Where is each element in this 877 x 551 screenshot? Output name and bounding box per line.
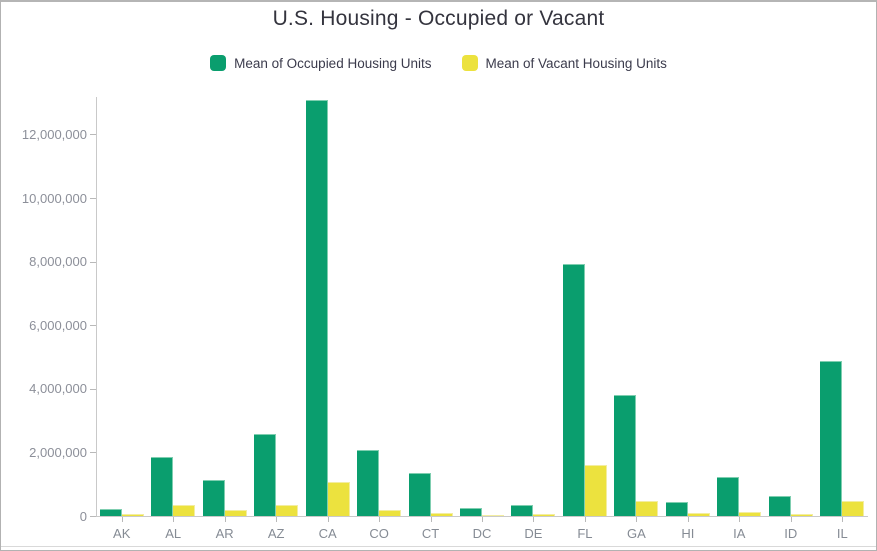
x-axis-tick [173, 516, 175, 522]
x-axis-tick [584, 516, 586, 522]
y-axis-tick [90, 388, 96, 390]
bar-vacant-ak[interactable] [121, 514, 144, 516]
x-axis-tick-label: DE [524, 526, 543, 541]
x-axis-tick-label: IL [836, 526, 848, 541]
x-axis-tick-label: AK [113, 526, 131, 541]
x-axis-tick-label: IA [733, 526, 746, 541]
chart-title: U.S. Housing - Occupied or Vacant [272, 7, 605, 30]
x-axis-tick-label: DC [472, 526, 492, 541]
bar-vacant-de[interactable] [533, 514, 556, 516]
y-axis-tick-label: 10,000,000 [21, 190, 87, 206]
x-axis-tick [533, 516, 535, 522]
bar-vacant-ar[interactable] [224, 510, 247, 516]
x-axis-tick [687, 516, 689, 522]
x-axis-tick-label: CO [369, 526, 389, 541]
x-axis-tick [327, 516, 329, 522]
bottom-divider [1, 546, 876, 547]
y-axis-tick-label: 2,000,000 [29, 444, 87, 460]
x-axis-tick-label: CA [318, 526, 337, 541]
y-axis-tick [90, 325, 96, 327]
bar-occupied-fl[interactable] [562, 264, 585, 516]
bar-occupied-ar[interactable] [202, 480, 225, 516]
bar-occupied-ct[interactable] [408, 473, 431, 516]
bar-vacant-il[interactable] [842, 501, 865, 516]
y-axis-tick [90, 452, 96, 454]
x-axis-tick-label: AL [165, 526, 182, 541]
bar-occupied-id[interactable] [768, 496, 791, 516]
y-axis-tick [90, 516, 96, 517]
bar-vacant-fl[interactable] [584, 465, 607, 516]
bar-vacant-ca[interactable] [327, 482, 350, 516]
x-axis-tick-label: AZ [267, 526, 285, 541]
x-axis-tick [636, 516, 638, 522]
x-axis-tick [790, 516, 792, 522]
x-axis-tick [739, 516, 741, 522]
legend-swatch-icon [461, 55, 478, 71]
bar-occupied-ak[interactable] [99, 509, 122, 516]
bar-occupied-az[interactable] [254, 433, 277, 516]
bar-occupied-co[interactable] [357, 449, 380, 516]
x-axis-line [96, 516, 868, 517]
x-axis-tick [379, 516, 381, 522]
y-axis-tick-label: 8,000,000 [29, 254, 87, 270]
x-axis-tick-label: FL [577, 526, 593, 541]
x-axis-tick [482, 516, 483, 522]
bar-vacant-az[interactable] [276, 504, 299, 516]
y-axis-line [96, 97, 97, 516]
y-axis-tick-label: 4,000,000 [29, 381, 87, 397]
bar-vacant-dc[interactable] [482, 515, 504, 516]
x-axis-tick [224, 516, 226, 522]
x-axis-tick [276, 516, 278, 522]
legend-item-vacant[interactable]: Mean of Vacant Housing Units [461, 55, 667, 71]
x-axis-tick-label: HI [681, 526, 695, 541]
bar-vacant-ia[interactable] [739, 512, 762, 516]
x-axis-tick [842, 516, 844, 522]
bar-occupied-hi[interactable] [665, 502, 688, 516]
legend-swatch-icon [210, 55, 227, 71]
bar-vacant-hi[interactable] [687, 513, 710, 516]
y-axis-tick-label: 12,000,000 [21, 126, 87, 142]
x-axis-tick [121, 516, 123, 522]
y-axis-tick [90, 134, 96, 136]
x-axis-tick-label: AR [215, 526, 234, 541]
x-axis-tick-label: ID [784, 526, 798, 541]
y-axis-tick-label: 6,000,000 [29, 317, 87, 333]
bar-occupied-il[interactable] [820, 361, 843, 516]
legend-label: Mean of Occupied Housing Units [234, 55, 432, 71]
bar-vacant-al[interactable] [173, 505, 196, 516]
bar-occupied-ia[interactable] [717, 476, 740, 516]
x-axis-tick-label: GA [626, 526, 646, 541]
bar-vacant-id[interactable] [790, 513, 813, 516]
bar-occupied-ga[interactable] [614, 395, 637, 516]
bar-occupied-de[interactable] [511, 505, 534, 516]
bar-vacant-ct[interactable] [430, 512, 453, 516]
y-axis-tick-label: 0 [79, 508, 87, 524]
y-axis-tick [90, 198, 96, 199]
legend-item-occupied[interactable]: Mean of Occupied Housing Units [210, 55, 432, 71]
y-axis-tick [90, 261, 96, 263]
x-axis-tick [430, 516, 432, 522]
bar-occupied-dc[interactable] [460, 507, 482, 516]
legend: Mean of Occupied Housing Units Mean of Va… [1, 53, 876, 73]
legend-label: Mean of Vacant Housing Units [485, 55, 667, 71]
bar-occupied-al[interactable] [151, 456, 174, 516]
bar-vacant-co[interactable] [379, 509, 402, 516]
x-axis-tick-label: CT [421, 526, 440, 541]
bar-occupied-ca[interactable] [305, 99, 328, 516]
bar-vacant-ga[interactable] [636, 501, 659, 516]
